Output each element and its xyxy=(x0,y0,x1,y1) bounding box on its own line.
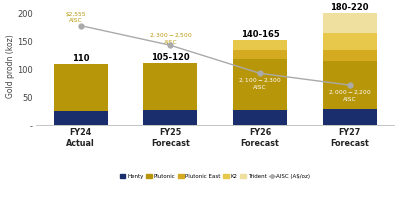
Text: $2,000 - $2,200
AISC: $2,000 - $2,200 AISC xyxy=(328,88,372,102)
Bar xyxy=(323,61,376,109)
Text: $2,555
AISC: $2,555 AISC xyxy=(66,12,86,23)
Bar xyxy=(323,33,376,50)
AISC (A$/oz) xyxy=(347,84,352,86)
Bar xyxy=(144,110,197,126)
Bar xyxy=(54,64,108,111)
AISC (A$/oz) xyxy=(258,72,262,75)
Bar xyxy=(233,40,287,50)
Legend: Henty, Plutonic, Plutonic East, K2, Trident, AISC (A$/oz): Henty, Plutonic, Plutonic East, K2, Trid… xyxy=(120,174,310,179)
AISC (A$/oz) xyxy=(168,44,173,47)
Text: 140-165: 140-165 xyxy=(241,30,279,39)
Bar xyxy=(233,50,287,59)
Bar xyxy=(323,50,376,61)
Text: $2,300 - $2,500
AISC: $2,300 - $2,500 AISC xyxy=(148,32,192,45)
Bar xyxy=(233,59,287,110)
Bar xyxy=(323,109,376,126)
Bar xyxy=(323,13,376,33)
Y-axis label: Gold prodn (koz): Gold prodn (koz) xyxy=(6,35,14,98)
Text: $2,100 - $2,300
AISC: $2,100 - $2,300 AISC xyxy=(238,77,282,90)
AISC (A$/oz) xyxy=(78,24,83,27)
Bar xyxy=(233,110,287,126)
Bar xyxy=(54,111,108,126)
Bar xyxy=(144,63,197,110)
Text: 180-220: 180-220 xyxy=(330,4,369,12)
Line: AISC (A$/oz): AISC (A$/oz) xyxy=(78,23,352,88)
Text: 110: 110 xyxy=(72,54,90,63)
Text: 105-120: 105-120 xyxy=(151,53,190,62)
